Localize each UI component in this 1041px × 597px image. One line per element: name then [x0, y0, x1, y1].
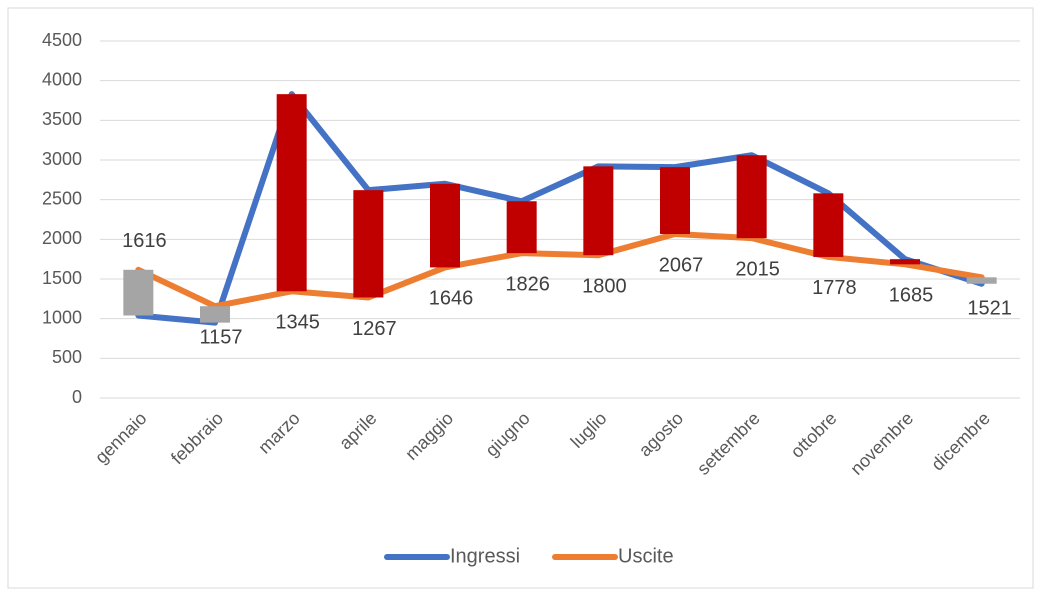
data-label: 1826 [505, 273, 550, 295]
legend-label: Ingressi [450, 545, 520, 567]
y-tick-label: 4000 [42, 69, 82, 89]
data-label: 1778 [812, 277, 857, 299]
line-series [135, 231, 985, 310]
down-bar [200, 306, 230, 323]
data-label: 2067 [659, 254, 704, 276]
y-tick-label: 4500 [42, 30, 82, 50]
up-bar [813, 193, 844, 257]
data-label: 1800 [582, 275, 627, 297]
up-bar [890, 259, 920, 265]
up-bar [736, 155, 767, 239]
down-bar [123, 269, 154, 316]
up-bar [583, 166, 614, 256]
data-label: 1685 [889, 285, 934, 307]
y-tick-label: 2000 [42, 228, 82, 248]
data-label: 1345 [275, 312, 320, 334]
up-bar [276, 94, 307, 292]
data-label: 1157 [199, 326, 242, 348]
down-bar [966, 277, 997, 284]
y-tick-label: 2500 [42, 188, 82, 208]
up-bar [430, 183, 460, 268]
y-tick-label: 3500 [42, 109, 82, 129]
data-label: 1646 [429, 288, 474, 310]
y-tick-label: 1500 [42, 268, 82, 288]
up-bar [660, 167, 690, 235]
y-tick-label: 0 [72, 387, 82, 407]
data-label: 1267 [352, 318, 397, 340]
data-label: 1616 [122, 230, 167, 252]
y-tick-label: 500 [52, 347, 82, 367]
legend-label: Uscite [618, 545, 674, 567]
chart-border [7, 7, 1034, 589]
data-label: 1521 [967, 298, 1012, 320]
data-label: 2015 [735, 258, 780, 280]
up-bar [506, 201, 537, 254]
y-tick-label: 1000 [42, 307, 82, 327]
up-bar [353, 190, 384, 298]
y-tick-label: 3000 [42, 149, 82, 169]
